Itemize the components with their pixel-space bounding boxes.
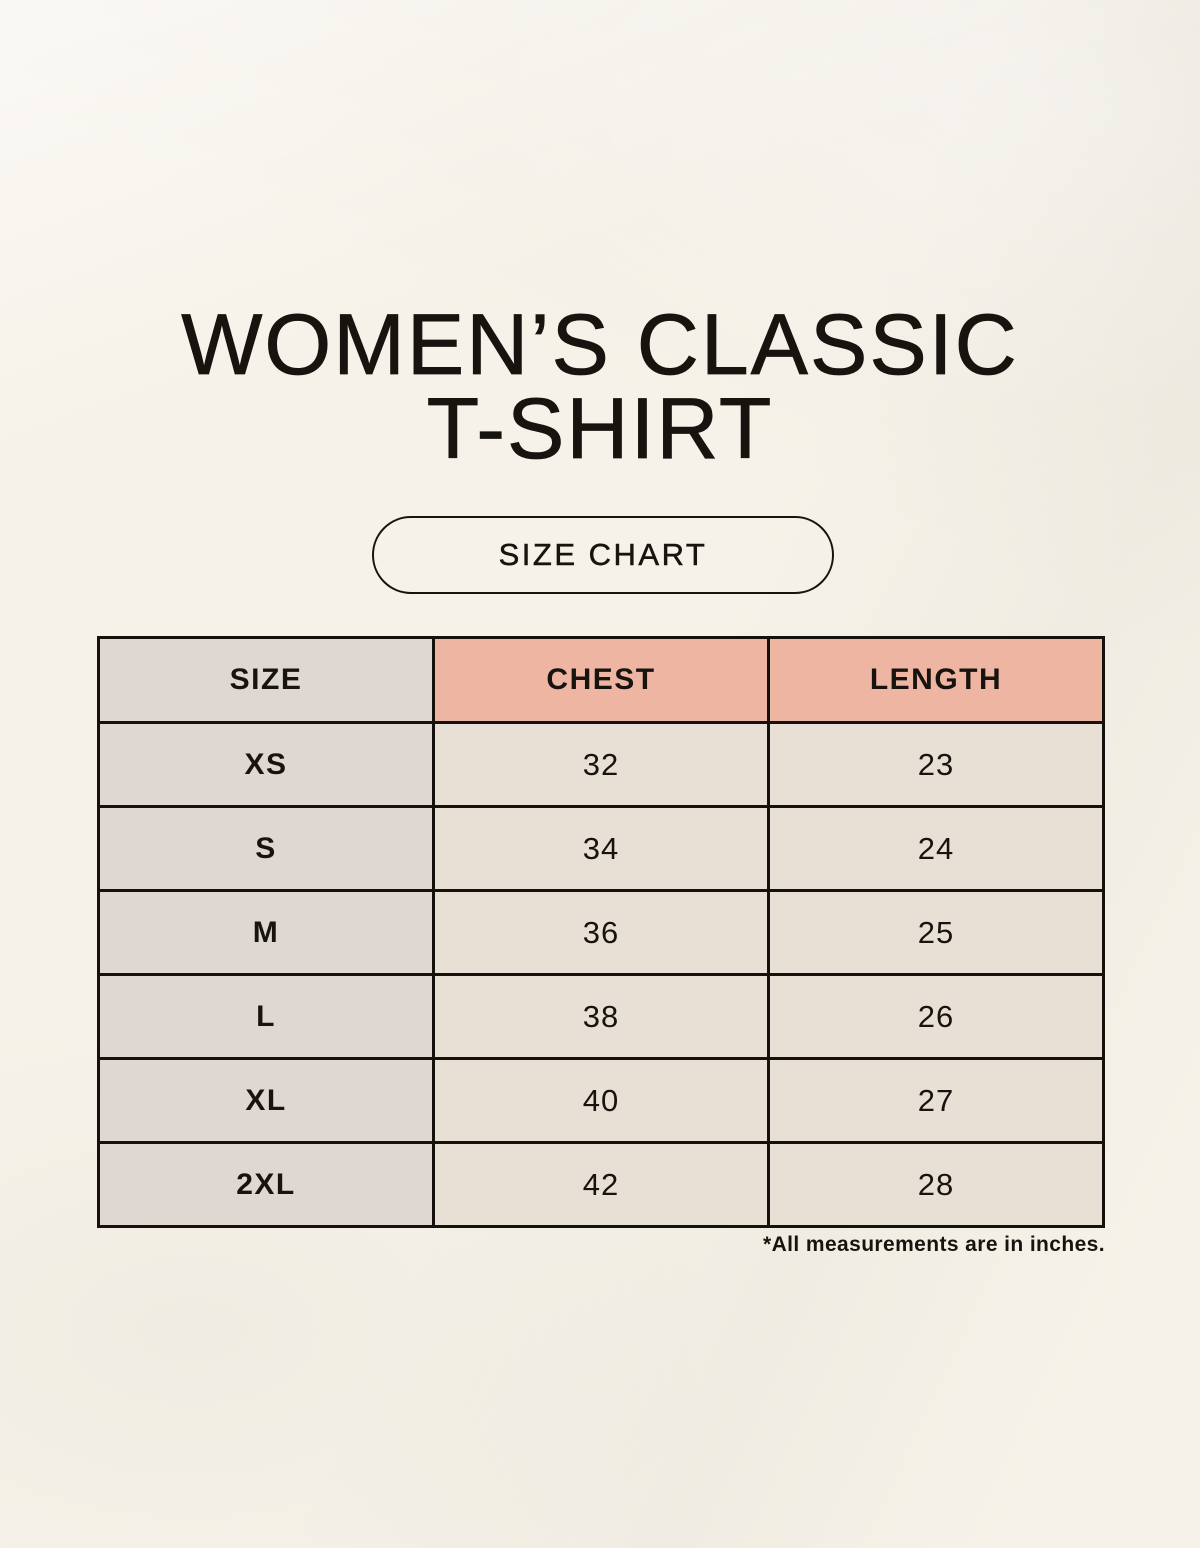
page-title: WOMEN’S CLASSIC T-SHIRT bbox=[0, 297, 1200, 477]
length-cell: 23 bbox=[767, 721, 1105, 808]
size-chart-button-label: SIZE CHART bbox=[498, 537, 708, 573]
length-cell: 27 bbox=[767, 1057, 1105, 1144]
measurements-note: *All measurements are in inches. bbox=[763, 1233, 1105, 1256]
length-cell: 28 bbox=[767, 1141, 1105, 1228]
chest-cell: 36 bbox=[432, 889, 770, 976]
table-row: XS 32 23 bbox=[97, 721, 1105, 808]
size-cell: L bbox=[97, 973, 435, 1060]
size-chart-table-header: SIZE CHEST LENGTH bbox=[97, 636, 1105, 724]
table-row: M 36 25 bbox=[97, 889, 1105, 976]
size-chart-table-body: XS 32 23 S 34 24 M 36 25 L 38 26 XL 40 27 2XL 42 28 bbox=[97, 721, 1105, 1228]
page-title-line2: T-SHIRT bbox=[426, 381, 774, 477]
chest-cell: 32 bbox=[432, 721, 770, 808]
size-cell: XS bbox=[97, 721, 435, 808]
column-header-chest: CHEST bbox=[432, 636, 770, 724]
table-row: XL 40 27 bbox=[97, 1057, 1105, 1144]
size-chart-button[interactable]: SIZE CHART bbox=[372, 516, 834, 594]
chest-cell: 42 bbox=[432, 1141, 770, 1228]
size-cell: XL bbox=[97, 1057, 435, 1144]
column-header-length: LENGTH bbox=[767, 636, 1105, 724]
length-cell: 26 bbox=[767, 973, 1105, 1060]
chest-cell: 34 bbox=[432, 805, 770, 892]
header-row: SIZE CHEST LENGTH bbox=[97, 636, 1105, 724]
length-cell: 24 bbox=[767, 805, 1105, 892]
table-row: 2XL 42 28 bbox=[97, 1141, 1105, 1228]
page-title-line1: WOMEN’S CLASSIC bbox=[181, 297, 1019, 393]
chest-cell: 40 bbox=[432, 1057, 770, 1144]
size-cell: M bbox=[97, 889, 435, 976]
size-chart-table: SIZE CHEST LENGTH XS 32 23 S 34 24 M 36 25 L 38 26 X… bbox=[97, 636, 1105, 1228]
length-cell: 25 bbox=[767, 889, 1105, 976]
chest-cell: 38 bbox=[432, 973, 770, 1060]
column-header-size: SIZE bbox=[97, 636, 435, 724]
table-row: L 38 26 bbox=[97, 973, 1105, 1060]
size-cell: 2XL bbox=[97, 1141, 435, 1228]
table-row: S 34 24 bbox=[97, 805, 1105, 892]
size-cell: S bbox=[97, 805, 435, 892]
